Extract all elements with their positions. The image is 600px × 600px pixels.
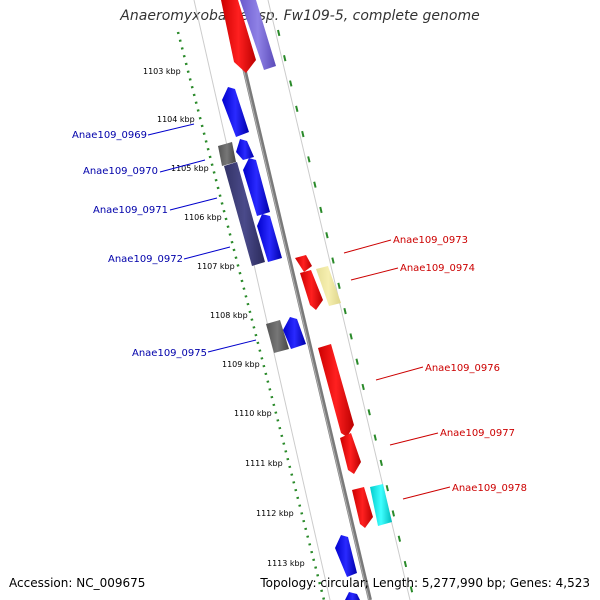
gene-label-Anae109_0978[interactable]: Anae109_0978 <box>452 483 527 494</box>
gene-box-pseudo[interactable] <box>224 162 265 266</box>
kbp-label: 1107 kbp <box>197 262 235 271</box>
kbp-label: 1104 kbp <box>157 115 195 124</box>
gene-box-rna[interactable] <box>266 320 289 353</box>
gene-arrow-forward[interactable] <box>340 433 361 474</box>
gene-label-Anae109_0977[interactable]: Anae109_0977 <box>440 428 515 439</box>
genome-backbone-highlight <box>226 0 370 600</box>
leader-line <box>207 339 257 353</box>
tick-line-left <box>176 31 326 600</box>
gene-label-Anae109_0976[interactable]: Anae109_0976 <box>425 363 500 374</box>
gene-label-Anae109_0971[interactable]: Anae109_0971 <box>93 205 168 216</box>
gene-arrow-forward[interactable] <box>352 487 373 528</box>
gene-arrow-reverse[interactable] <box>222 87 249 137</box>
leader-line <box>343 239 392 254</box>
kbp-label: 1113 kbp <box>267 559 305 568</box>
kbp-label: 1109 kbp <box>222 360 260 369</box>
kbp-label: 1112 kbp <box>256 509 294 518</box>
gene-arrow-reverse[interactable] <box>345 592 360 600</box>
leader-line <box>169 197 218 211</box>
gene-arrow-reverse[interactable] <box>243 158 270 216</box>
leader-line <box>389 432 439 446</box>
gene-arrow-forward[interactable] <box>300 270 323 310</box>
kbp-label: 1103 kbp <box>143 67 181 76</box>
gene-arrow-reverse[interactable] <box>257 214 282 262</box>
kbp-label: 1108 kbp <box>210 311 248 320</box>
gene-arrow-reverse[interactable] <box>335 535 357 577</box>
kbp-label: 1106 kbp <box>184 213 222 222</box>
kbp-label: 1105 kbp <box>171 164 209 173</box>
leader-line <box>402 486 451 500</box>
gene-box-yellow[interactable] <box>316 266 341 306</box>
gene-label-Anae109_0974[interactable]: Anae109_0974 <box>400 263 475 274</box>
tick-line-right <box>277 29 415 600</box>
leader-line <box>183 246 231 260</box>
gene-box-rna[interactable] <box>218 142 236 166</box>
gene-arrow-reverse[interactable] <box>236 139 254 160</box>
gene-label-group-reverse: Anae109_0969 Anae109_0970 Anae109_0971 A… <box>72 123 257 359</box>
track-boundary-left <box>193 0 331 600</box>
gene-label-Anae109_0975[interactable]: Anae109_0975 <box>132 348 207 359</box>
gene-label-Anae109_0973[interactable]: Anae109_0973 <box>393 235 468 246</box>
gene-arrow-forward[interactable] <box>318 344 354 437</box>
accession-label: Accession: NC_009675 <box>9 576 146 590</box>
gene-label-group-forward: Anae109_0973 Anae109_0974 Anae109_0976 A… <box>343 235 527 500</box>
gene-label-Anae109_0972[interactable]: Anae109_0972 <box>108 254 183 265</box>
leader-line <box>159 159 206 173</box>
leader-line <box>375 366 424 381</box>
leader-line <box>350 267 399 281</box>
gene-label-Anae109_0969[interactable]: Anae109_0969 <box>72 130 147 141</box>
gene-arrow-forward[interactable] <box>295 255 312 272</box>
genome-info-label: Topology: circular; Length: 5,277,990 bp… <box>260 576 590 590</box>
gene-arrow-forward[interactable] <box>221 0 256 73</box>
leader-line <box>147 123 195 136</box>
gene-arrow-forward[interactable] <box>240 0 276 70</box>
kbp-label: 1111 kbp <box>245 459 283 468</box>
gene-label-Anae109_0970[interactable]: Anae109_0970 <box>83 166 158 177</box>
gene-arrow-reverse[interactable] <box>283 317 306 349</box>
map-title: Anaeromyxobacter sp. Fw109-5, complete g… <box>120 8 480 24</box>
genome-backbone <box>226 0 372 600</box>
kbp-label: 1110 kbp <box>234 409 272 418</box>
gene-box-cyan[interactable] <box>370 484 392 526</box>
